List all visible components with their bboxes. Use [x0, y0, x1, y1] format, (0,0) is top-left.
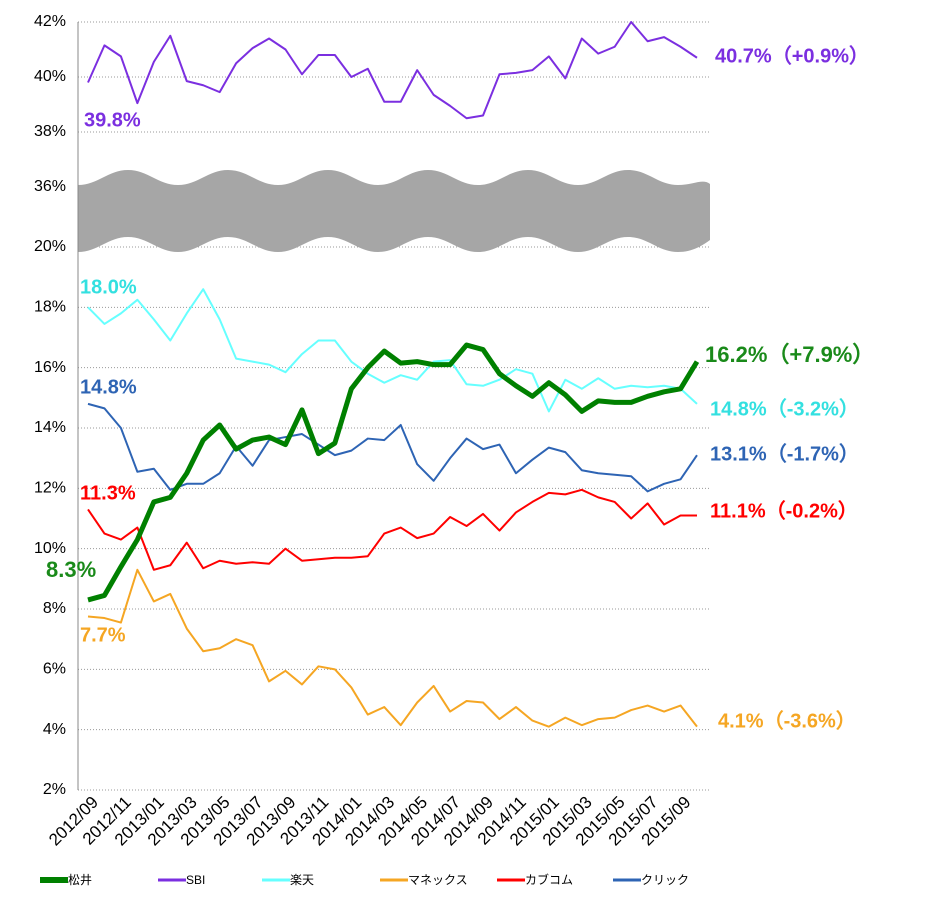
- y-tick-label: 14%: [34, 419, 66, 436]
- legend-label: クリック: [641, 873, 689, 887]
- y-tick-label: 16%: [34, 359, 66, 376]
- legend-label: 松井: [68, 873, 92, 887]
- legend-label: SBI: [186, 873, 205, 887]
- y-tick-label: 42%: [34, 13, 66, 30]
- y-tick-label: 18%: [34, 299, 66, 316]
- series-line: [87, 21, 698, 120]
- y-tick-label: 36%: [34, 178, 66, 195]
- series-line: [87, 402, 698, 493]
- y-tick-label: 10%: [34, 540, 66, 557]
- series-line: [87, 568, 698, 728]
- series-line: [87, 488, 697, 571]
- y-tick-label: 12%: [34, 480, 66, 497]
- end-label: 4.1%（-3.6%）: [718, 709, 856, 732]
- end-label: 11.1%（-0.2%）: [710, 499, 858, 522]
- series-line: [87, 288, 698, 413]
- legend-label: カブコム: [525, 872, 573, 887]
- legend-label: マネックス: [408, 873, 468, 887]
- y-tick-label: 40%: [34, 68, 66, 85]
- grid: [78, 21, 710, 791]
- series-line: [87, 342, 700, 603]
- y-tick-label: 38%: [34, 123, 66, 140]
- y-tick-label: 6%: [43, 661, 66, 678]
- end-label: 13.1%（-1.7%）: [710, 442, 859, 465]
- start-label: 11.3%: [80, 482, 136, 504]
- start-label: 18.0%: [80, 276, 137, 298]
- y-tick-label: 20%: [34, 238, 66, 255]
- start-label: 39.8%: [84, 109, 141, 131]
- end-label: 40.7%（+0.9%）: [715, 44, 869, 67]
- start-label: 14.8%: [80, 376, 137, 398]
- axis-break: [78, 170, 710, 252]
- legend-label: 楽天: [290, 873, 314, 887]
- end-label: 14.8%（-3.2%）: [710, 397, 859, 420]
- end-label: 16.2%（+7.9%）: [705, 342, 874, 367]
- start-label: 8.3%: [46, 557, 96, 582]
- y-tick-label: 8%: [43, 600, 66, 617]
- y-tick-label: 4%: [43, 721, 66, 738]
- y-tick-label: 2%: [43, 781, 66, 798]
- start-label: 7.7%: [80, 624, 126, 646]
